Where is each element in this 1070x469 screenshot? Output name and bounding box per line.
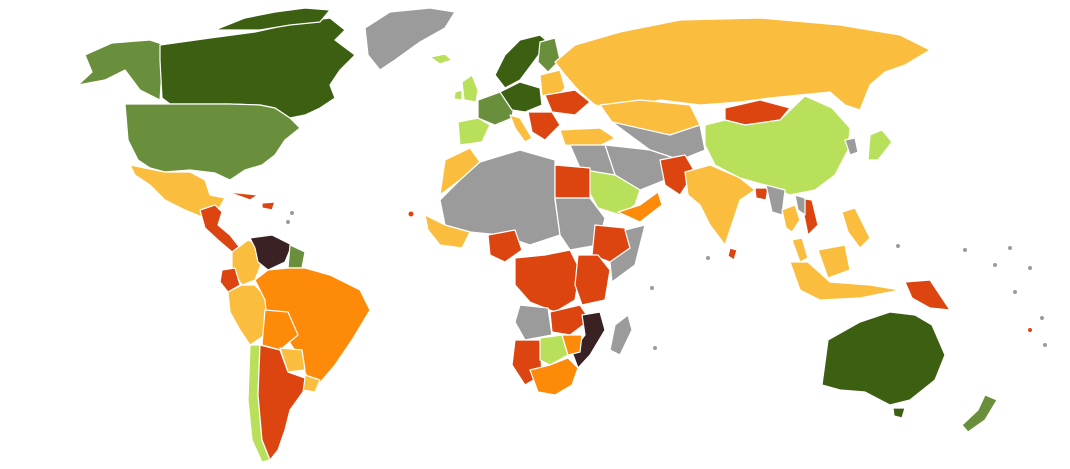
- region-alaska: [77, 39, 166, 101]
- region-thailand: [781, 204, 801, 233]
- region-tasmania: [892, 407, 906, 419]
- region-madagascar: [609, 314, 633, 356]
- region-japan: [867, 129, 893, 161]
- region-egypt: [554, 164, 591, 199]
- region-south-africa: [529, 357, 579, 396]
- region-argentina: [257, 344, 306, 461]
- region-indonesia: [789, 261, 901, 301]
- region-zimbabwe: [561, 334, 583, 356]
- region-italy: [509, 114, 533, 143]
- region-new-zealand: [961, 394, 998, 433]
- region-uk-ireland: [461, 74, 479, 103]
- region-australia: [821, 311, 946, 406]
- region-central-america: [199, 204, 241, 253]
- region-usa: [124, 103, 301, 181]
- region-korea: [844, 137, 859, 156]
- region-west-africa-coast: [424, 214, 471, 249]
- region-papua-new-guinea: [904, 279, 951, 311]
- region-bangladesh: [754, 187, 769, 201]
- region-sahara-sahel: [439, 149, 561, 246]
- region-zambia: [549, 304, 591, 336]
- region-indochina: [794, 194, 806, 216]
- region-malaysia: [791, 237, 809, 263]
- region-canada-islands: [214, 7, 331, 31]
- island-dot: [653, 346, 657, 350]
- island-dot: [896, 244, 900, 248]
- region-canada: [159, 17, 356, 119]
- island-dot: [1013, 290, 1017, 294]
- island-dot: [1028, 328, 1032, 332]
- island-dot: [290, 211, 294, 215]
- region-cuba: [227, 191, 259, 201]
- region-ireland: [453, 89, 463, 101]
- region-caribbean: [261, 201, 276, 211]
- island-dot: [1040, 316, 1044, 320]
- region-philippines: [841, 207, 871, 249]
- region-iceland: [429, 53, 453, 65]
- region-turkey: [559, 127, 616, 149]
- island-dot: [286, 220, 290, 224]
- island-dot: [650, 286, 654, 290]
- region-borneo: [817, 244, 851, 279]
- region-central-europe: [499, 81, 543, 113]
- island-dots: [286, 211, 1047, 350]
- region-sri-lanka: [727, 247, 738, 261]
- region-balkans: [527, 111, 561, 141]
- region-greenland: [364, 7, 456, 71]
- island-dot: [408, 211, 414, 217]
- region-guianas: [287, 244, 306, 269]
- region-mozambique: [571, 311, 606, 369]
- region-russia: [554, 17, 931, 111]
- region-finland: [537, 37, 561, 73]
- region-china: [704, 95, 851, 196]
- region-india: [684, 164, 756, 246]
- region-venezuela: [249, 234, 293, 271]
- island-dot: [993, 263, 997, 267]
- region-somalia: [609, 224, 646, 283]
- island-dot: [963, 248, 967, 252]
- island-dot: [1043, 343, 1047, 347]
- region-east-africa: [574, 254, 611, 306]
- region-botswana: [539, 334, 569, 366]
- region-bolivia: [261, 309, 299, 351]
- region-nigeria: [487, 229, 523, 263]
- region-myanmar: [765, 184, 786, 216]
- island-dot: [706, 256, 710, 260]
- island-dot: [1008, 246, 1012, 250]
- region-yemen-oman: [617, 191, 663, 223]
- region-angola: [514, 304, 553, 341]
- region-iberia: [457, 117, 491, 146]
- region-ukraine: [544, 89, 591, 116]
- island-dot: [1028, 266, 1032, 270]
- region-central-africa: [514, 249, 581, 313]
